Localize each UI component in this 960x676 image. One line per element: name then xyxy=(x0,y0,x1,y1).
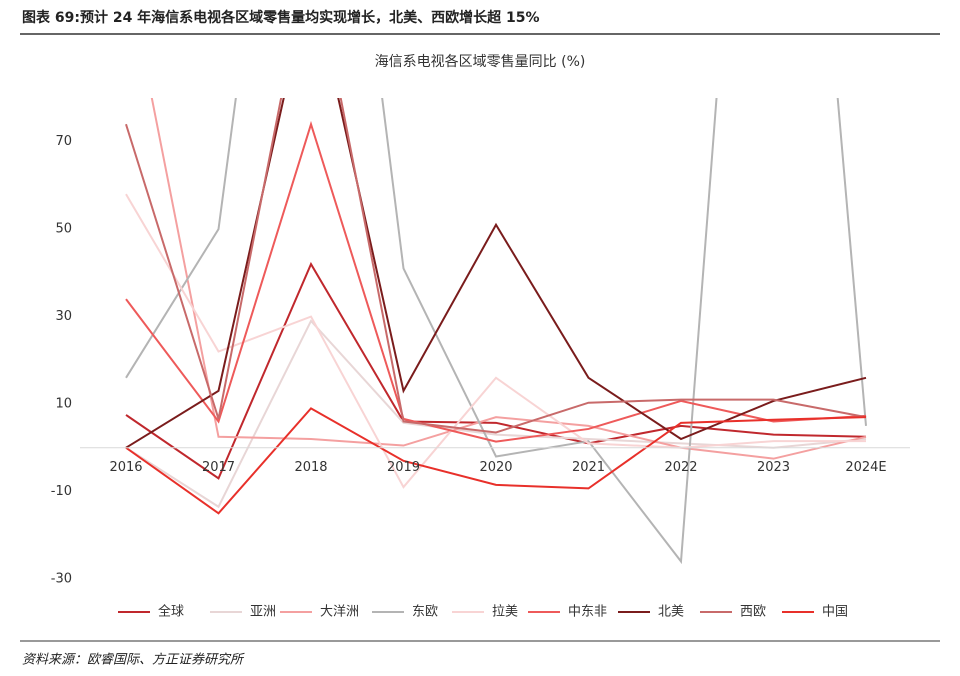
chart-title: 海信系电视各区域零售量同比 (%) xyxy=(375,54,586,70)
legend-label: 东欧 xyxy=(412,605,438,620)
series-line xyxy=(150,98,867,460)
legend-label: 拉美 xyxy=(492,605,518,620)
source: 资料来源：欧睿国际、方正证券研究所 xyxy=(22,652,245,668)
x-tick-label: 2016 xyxy=(109,460,142,475)
series-line xyxy=(125,98,867,449)
series-line xyxy=(125,120,867,443)
x-tick-label: 2023 xyxy=(757,460,790,475)
series-line xyxy=(125,319,867,509)
series-line xyxy=(125,261,867,480)
y-tick-label: -30 xyxy=(51,571,72,586)
legend-label: 全球 xyxy=(158,604,184,620)
y-tick-label: 50 xyxy=(55,222,72,237)
plot-area xyxy=(125,98,867,565)
y-tick-label: 10 xyxy=(55,397,72,412)
x-tick-label: 2018 xyxy=(294,460,327,475)
series-line xyxy=(125,98,867,434)
legend-label: 中国 xyxy=(822,605,848,620)
x-tick-label: 2017 xyxy=(202,460,235,475)
legend-label: 中东非 xyxy=(568,605,607,620)
legend-label: 西欧 xyxy=(740,605,766,620)
legend-label: 亚洲 xyxy=(250,605,276,620)
y-tick-label: 70 xyxy=(55,134,72,149)
x-tick-label: 2020 xyxy=(479,460,512,475)
x-tick-label: 2022 xyxy=(664,460,697,475)
series-line xyxy=(125,193,866,489)
y-tick-label: 30 xyxy=(55,309,72,324)
page-header: 图表 69:预计 24 年海信系电视各区域零售量均实现增长，北美、西欧增长超 1… xyxy=(22,9,540,26)
legend-label: 大洋洲 xyxy=(320,605,359,620)
x-tick-label: 2019 xyxy=(387,460,420,475)
series-line xyxy=(125,98,867,565)
x-tick-label: 2021 xyxy=(572,460,605,475)
series-line xyxy=(125,407,867,515)
y-tick-label: -10 xyxy=(51,484,72,499)
legend-label: 北美 xyxy=(658,605,684,620)
x-tick-label: 2024E xyxy=(845,460,886,475)
